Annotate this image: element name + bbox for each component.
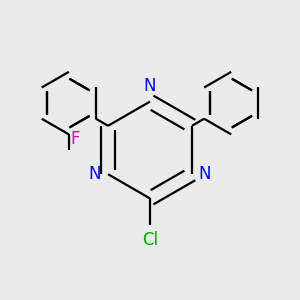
Text: N: N: [89, 165, 101, 183]
Text: N: N: [199, 165, 211, 183]
Text: Cl: Cl: [142, 231, 158, 249]
Text: F: F: [70, 130, 80, 148]
Text: N: N: [144, 77, 156, 95]
